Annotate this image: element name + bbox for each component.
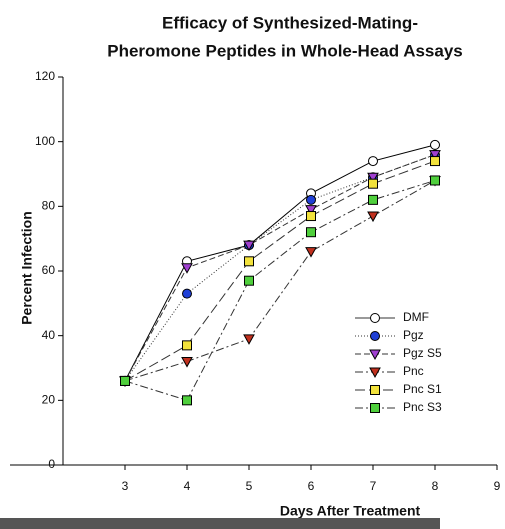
- marker: [369, 349, 381, 361]
- marker: [306, 227, 316, 238]
- series-line: [124, 144, 436, 382]
- series-line: [124, 180, 436, 382]
- marker: [243, 334, 255, 345]
- marker: [182, 395, 192, 406]
- marker: [305, 205, 317, 216]
- y-tick-label: 80: [42, 199, 56, 213]
- marker: [181, 357, 193, 368]
- series-line: [124, 179, 436, 401]
- marker: [182, 288, 192, 299]
- y-axis-label: Percent Infection: [19, 211, 35, 325]
- marker: [181, 263, 193, 274]
- marker: [367, 211, 379, 223]
- marker: [430, 175, 440, 186]
- marker: [369, 367, 381, 379]
- marker: [370, 313, 380, 323]
- marker: [368, 156, 378, 167]
- series-line: [124, 154, 436, 382]
- marker: [306, 211, 316, 222]
- marker: [182, 340, 192, 351]
- marker: [243, 240, 255, 252]
- marker: [306, 194, 316, 205]
- chart-title: Efficacy of Synthesized-Mating-: [162, 13, 418, 32]
- y-tick-label: 40: [42, 328, 56, 342]
- x-tick-label: 5: [246, 479, 253, 493]
- legend-label: DMF: [403, 310, 429, 324]
- x-tick-label: 4: [184, 479, 191, 493]
- legend-label: Pnc S3: [403, 400, 442, 414]
- x-tick-label: 3: [122, 479, 129, 493]
- chart-title: Pheromone Peptides in Whole-Head Assays: [107, 41, 463, 60]
- x-axis-label: Days After Treatment: [280, 503, 421, 519]
- y-tick-label: 60: [42, 263, 56, 277]
- marker: [244, 275, 254, 286]
- marker: [120, 375, 130, 386]
- x-tick-label: 9: [494, 479, 501, 493]
- x-tick-label: 7: [370, 479, 377, 493]
- marker: [367, 172, 379, 184]
- marker: [429, 150, 441, 161]
- marker: [370, 331, 380, 341]
- bottom-bar: [0, 518, 440, 529]
- y-tick-label: 20: [42, 393, 56, 407]
- series-line: [124, 160, 436, 382]
- marker: [430, 139, 440, 150]
- marker: [430, 156, 440, 167]
- marker: [370, 403, 380, 413]
- y-tick-label: 100: [35, 134, 55, 148]
- y-tick-label: 120: [35, 69, 55, 83]
- y-tick-label: 0: [48, 457, 55, 471]
- marker: [244, 256, 254, 267]
- series-line: [124, 154, 436, 382]
- legend-label: Pnc S1: [403, 382, 442, 396]
- marker: [368, 178, 378, 189]
- x-tick-label: 8: [432, 479, 439, 493]
- legend-label: Pgz S5: [403, 346, 442, 360]
- marker: [305, 247, 317, 258]
- x-tick-label: 6: [308, 479, 315, 493]
- marker: [370, 385, 380, 395]
- legend-label: Pgz: [403, 328, 424, 342]
- legend-label: Pnc: [403, 364, 424, 378]
- marker: [368, 194, 378, 205]
